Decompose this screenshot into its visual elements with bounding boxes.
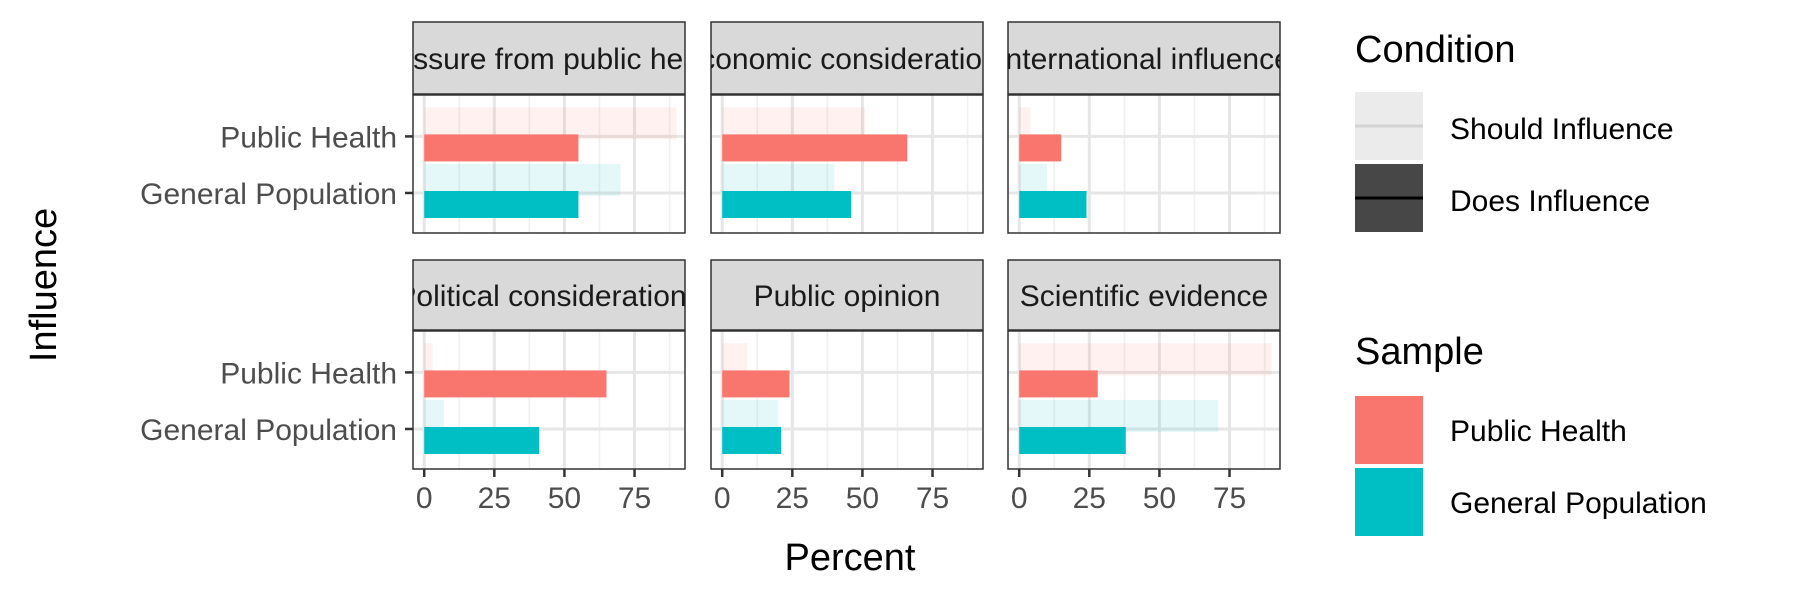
x-tick-label: 25 [1073,482,1106,515]
panel-border [412,330,686,470]
x-tick-label: 0 [714,482,731,515]
x-tick-label: 75 [916,482,949,515]
x-axis: 0 25 50 75 0 25 50 75 0 25 50 75 [416,469,1246,515]
y-tick-label: Public Health [220,121,397,154]
x-tick-label: 0 [416,482,433,515]
y-tick-label: Public Health [220,357,397,390]
x-tick-label: 75 [1213,482,1246,515]
strip-background [710,21,984,95]
strip-label: Scientific evidence [1020,280,1268,313]
x-tick-label: 0 [1011,482,1028,515]
strip-background [412,259,686,331]
bar-should-general-population [424,163,621,196]
bar-does-public-health [1019,370,1098,398]
bar-should-general-population [1019,399,1219,432]
bar-should-public-health [722,343,748,376]
strip-background [1007,259,1281,331]
panel-border [710,330,984,470]
x-tick-label: 75 [618,482,651,515]
legend-key-should [1355,92,1423,160]
y-tick-label: General Population [140,414,397,447]
x-tick-label: 50 [846,482,879,515]
y-axis-title: Influence [23,208,65,362]
bar-does-general-population [424,426,540,454]
legend-label: General Population [1450,487,1707,520]
strip-label: International influence [997,43,1291,76]
legend-title: Condition [1355,29,1516,71]
bar-should-public-health [424,343,433,376]
legend-label: Should Influence [1450,113,1674,146]
x-tick-label: 25 [776,482,809,515]
panel-border [710,94,984,234]
bar-should-general-population [424,399,444,432]
bar-does-general-population [1019,190,1087,218]
legend-key-public-health [1355,396,1423,464]
x-tick-label: 50 [548,482,581,515]
bar-should-public-health [1019,107,1031,140]
legend-title: Sample [1355,331,1484,373]
bar-does-public-health [722,370,790,398]
bar-should-public-health [722,107,866,140]
legend-label: Does Influence [1450,185,1650,218]
bar-does-general-population [1019,426,1126,454]
x-tick-label: 50 [1143,482,1176,515]
panel-political-considerations: Political considerations [396,259,701,470]
bar-does-public-health [722,134,908,162]
bar-should-public-health [1019,343,1272,376]
bar-does-general-population [722,426,782,454]
bar-does-general-population [424,190,579,218]
panel-economic-considerations: Economic considerations [680,21,1014,234]
strip-label: Political considerations [396,280,701,313]
bar-should-general-population [1019,163,1048,196]
strip-label: Pressure from public health [366,43,731,76]
legend-sample: Sample Public Health General Population [1355,331,1707,536]
panel-border [1007,330,1281,470]
bar-should-public-health [424,107,677,140]
x-axis-title: Percent [785,537,916,579]
bar-should-general-population [722,399,779,432]
legend-condition: Condition Should Influence Does Influence [1355,29,1674,232]
panel-public-opinion: Public opinion [710,259,984,470]
panel-border [412,94,686,234]
legend: Condition Should Influence Does Influence S… [1355,29,1707,536]
panel-pressure-from-public-health: Pressure from public health [366,21,731,234]
strip-background [412,21,686,95]
legend-key-general-population [1355,468,1423,536]
bar-does-public-health [424,134,579,162]
legend-label: Public Health [1450,415,1627,448]
y-axis: Public Health General Population Public He… [140,121,413,447]
strip-label: Economic considerations [680,43,1014,76]
bar-does-public-health [424,370,607,398]
panel-scientific-evidence: Scientific evidence [1007,259,1281,470]
panel-international-influence: International influence [997,21,1291,234]
y-tick-label: General Population [140,178,397,211]
x-tick-label: 25 [478,482,511,515]
panel-border [1007,94,1281,234]
bar-does-general-population [722,190,852,218]
strip-background [1007,21,1281,95]
strip-label: Public opinion [754,280,941,313]
bar-should-general-population [722,163,835,196]
bar-does-public-health [1019,134,1062,162]
strip-background [710,259,984,331]
